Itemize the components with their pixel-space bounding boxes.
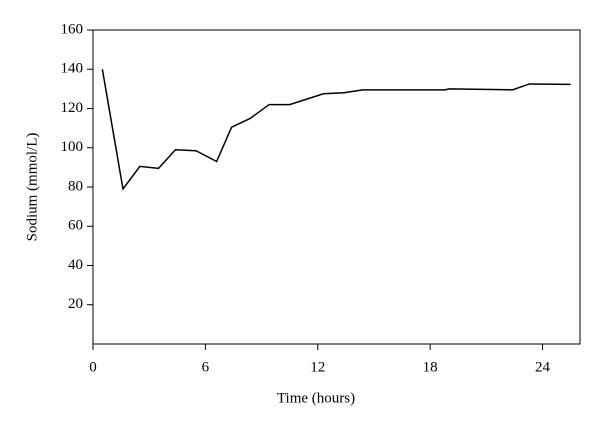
y-tick-label: 80 [68, 178, 83, 194]
y-tick-label: 100 [61, 139, 84, 155]
x-tick-label: 6 [202, 359, 210, 375]
x-axis-label: Time (hours) [277, 390, 355, 406]
y-tick-label: 120 [61, 100, 84, 116]
plot-frame [92, 29, 581, 345]
y-tick-label: 40 [68, 257, 83, 273]
y-axis-label: Sodium (mmol/L) [24, 133, 40, 242]
y-tick-label: 60 [68, 218, 83, 234]
x-tick-label: 12 [310, 359, 325, 375]
x-tick-label: 0 [89, 359, 97, 375]
x-tick-label: 18 [423, 359, 438, 375]
y-tick-label: 160 [61, 21, 84, 37]
x-tick-label: 24 [535, 359, 551, 375]
data-line [101, 69, 571, 191]
y-tick-label: 140 [61, 61, 84, 77]
y-tick-label: 20 [68, 296, 83, 312]
